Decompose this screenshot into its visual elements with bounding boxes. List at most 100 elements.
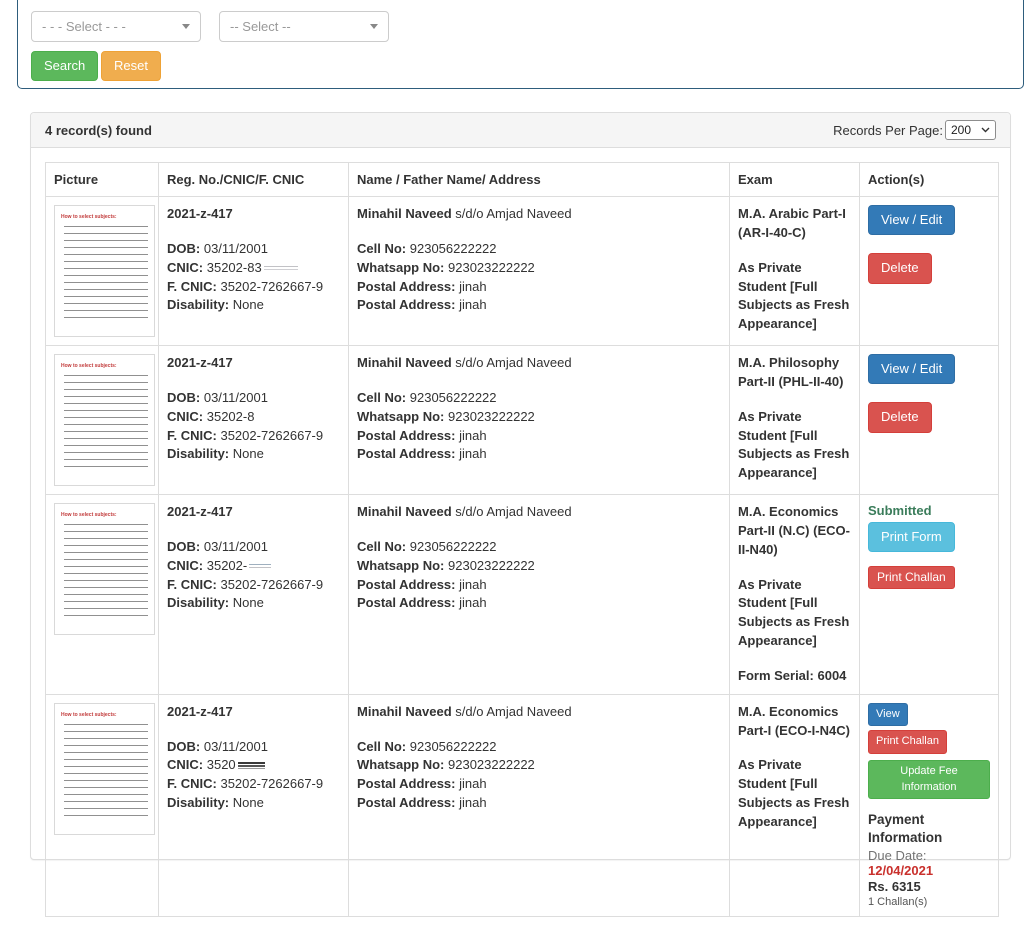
dob-value: 03/11/2001 bbox=[203, 240, 268, 256]
view-button[interactable]: View bbox=[868, 702, 908, 727]
search-button[interactable]: Search bbox=[31, 51, 99, 82]
dob-value: 03/11/2001 bbox=[203, 389, 268, 405]
postal-value: jinah bbox=[459, 446, 487, 462]
student-name: Minahil Naveed bbox=[357, 504, 452, 519]
exam-title: M.A. Economics Part-II (N.C) (ECO-II-N40… bbox=[738, 504, 850, 557]
name-cell: Minahil Naveed s/d/o Amjad Naveed Cell N… bbox=[348, 196, 730, 346]
column-header-actions: Action(s) bbox=[859, 162, 999, 197]
thumbnail-caption: How to select subjects: bbox=[61, 512, 117, 518]
form-serial: Form Serial: 6004 bbox=[738, 667, 851, 686]
cnic-label: CNIC: bbox=[167, 757, 204, 773]
delete-button[interactable]: Delete bbox=[868, 402, 932, 433]
disability-label: Disability: bbox=[167, 595, 230, 611]
filter-select-2[interactable]: -- Select -- bbox=[219, 11, 389, 42]
exam-cell: M.A. Economics Part-I (ECO-I-N4C) As Pri… bbox=[729, 693, 860, 918]
challan-count: 1 Challan(s) bbox=[868, 896, 928, 909]
father-cnic-label: F. CNIC: bbox=[167, 278, 217, 294]
dob-label: DOB: bbox=[167, 738, 201, 754]
postal-label: Postal Address: bbox=[357, 297, 456, 313]
payment-info-title: Payment Information bbox=[868, 812, 943, 845]
exam-mode: As Private Student [Full Subjects as Fre… bbox=[738, 757, 850, 829]
father-cnic-value: 35202-7262667-9 bbox=[220, 278, 324, 294]
chevron-down-icon bbox=[981, 127, 990, 133]
father-cnic-label: F. CNIC: bbox=[167, 776, 217, 792]
father-cnic-value: 35202-7262667-9 bbox=[220, 427, 324, 443]
filter-select-1[interactable]: - - - Select - - - bbox=[31, 11, 201, 42]
dob-value: 03/11/2001 bbox=[203, 538, 268, 554]
disability-value: None bbox=[232, 297, 264, 313]
cnic-redaction-mark bbox=[249, 561, 272, 571]
exam-title: M.A. Philosophy Part-II (PHL-II-40) bbox=[738, 355, 844, 389]
thumbnail-text-lines bbox=[64, 723, 148, 820]
student-name: Minahil Naveed bbox=[357, 355, 452, 370]
delete-button[interactable]: Delete bbox=[868, 253, 932, 284]
view-edit-button[interactable]: View / Edit bbox=[868, 205, 956, 236]
cell-label: Cell No: bbox=[357, 538, 407, 554]
dob-label: DOB: bbox=[167, 389, 201, 405]
results-panel: 4 record(s) found Records Per Page: 200 … bbox=[30, 112, 1011, 918]
cell-label: Cell No: bbox=[357, 240, 407, 256]
cnic-label: CNIC: bbox=[167, 259, 204, 275]
whatsapp-label: Whatsapp No: bbox=[357, 408, 445, 424]
postal-value: jinah bbox=[459, 576, 487, 592]
form-serial-label: Form Serial: bbox=[738, 667, 814, 683]
father-relation: s/d/o Amjad Naveed bbox=[455, 355, 572, 370]
actions-cell: View / Edit Delete bbox=[859, 196, 999, 346]
father-cnic-value: 35202-7262667-9 bbox=[220, 776, 324, 792]
results-table: Picture Reg. No./CNIC/F. CNIC Name / Fat… bbox=[45, 162, 999, 918]
table-row: How to select subjects: 2021-z-417 DOB: … bbox=[45, 494, 999, 695]
disability-value: None bbox=[232, 446, 264, 462]
reg-number: 2021-z-417 bbox=[167, 504, 233, 519]
picture-cell: How to select subjects: bbox=[45, 693, 159, 918]
records-per-page-select[interactable]: 200 bbox=[944, 120, 996, 140]
thumbnail-caption: How to select subjects: bbox=[61, 363, 117, 369]
actions-cell: View Print Challan Update Fee Informatio… bbox=[859, 693, 999, 918]
name-cell: Minahil Naveed s/d/o Amjad Naveed Cell N… bbox=[348, 345, 730, 495]
disability-label: Disability: bbox=[167, 795, 230, 811]
records-per-page-value: 200 bbox=[950, 123, 971, 137]
results-panel-body: Picture Reg. No./CNIC/F. CNIC Name / Fat… bbox=[31, 148, 1010, 931]
student-name: Minahil Naveed bbox=[357, 703, 452, 719]
picture-thumbnail: How to select subjects: bbox=[54, 205, 155, 337]
results-panel-heading: 4 record(s) found Records Per Page: 200 bbox=[31, 113, 1010, 148]
payment-amount: Rs. 6315 bbox=[868, 879, 921, 895]
name-cell: Minahil Naveed s/d/o Amjad Naveed Cell N… bbox=[348, 693, 730, 918]
postal-label: Postal Address: bbox=[357, 427, 456, 443]
due-date-value: 12/04/2021 bbox=[868, 863, 934, 879]
caret-down-icon bbox=[182, 24, 190, 29]
exam-cell: M.A. Economics Part-II (N.C) (ECO-II-N40… bbox=[729, 494, 860, 695]
filter-select-1-value: - - - Select - - - bbox=[42, 19, 126, 34]
cnic-value: 35202- bbox=[206, 557, 248, 573]
payment-info: Payment Information Due Date: 12/04/2021… bbox=[868, 811, 990, 908]
father-cnic-value: 35202-7262667-9 bbox=[220, 576, 324, 592]
reg-cell: 2021-z-417 DOB: 03/11/2001 CNIC: 35202- … bbox=[158, 494, 349, 695]
actions-cell: View / Edit Delete bbox=[859, 345, 999, 495]
father-cnic-label: F. CNIC: bbox=[167, 427, 217, 443]
view-edit-button[interactable]: View / Edit bbox=[868, 354, 956, 385]
postal-label: Postal Address: bbox=[357, 576, 456, 592]
cell-value: 923056222222 bbox=[409, 738, 497, 754]
whatsapp-value: 923023222222 bbox=[448, 408, 535, 424]
thumbnail-caption: How to select subjects: bbox=[61, 711, 117, 718]
postal-value: jinah bbox=[459, 595, 487, 611]
update-fee-button[interactable]: Update Fee Information bbox=[868, 759, 990, 800]
whatsapp-label: Whatsapp No: bbox=[357, 557, 445, 573]
print-form-button[interactable]: Print Form bbox=[868, 522, 955, 553]
cell-value: 923056222222 bbox=[409, 389, 497, 405]
print-challan-button[interactable]: Print Challan bbox=[868, 566, 955, 590]
exam-title: M.A. Arabic Part-I (AR-I-40-C) bbox=[738, 206, 846, 240]
postal-value: jinah bbox=[459, 278, 487, 294]
name-cell: Minahil Naveed s/d/o Amjad Naveed Cell N… bbox=[348, 494, 730, 695]
cnic-redaction-mark bbox=[237, 761, 265, 771]
exam-mode: As Private Student [Full Subjects as Fre… bbox=[738, 408, 850, 481]
column-header-exam: Exam bbox=[729, 162, 860, 197]
table-row: How to select subjects: 2021-z-417 DOB: … bbox=[45, 345, 999, 495]
picture-thumbnail: How to select subjects: bbox=[54, 702, 155, 835]
reg-number: 2021-z-417 bbox=[167, 206, 233, 221]
dob-value: 03/11/2001 bbox=[203, 738, 268, 754]
reset-button[interactable]: Reset bbox=[101, 51, 161, 82]
print-challan-button[interactable]: Print Challan bbox=[868, 730, 947, 754]
reg-cell: 2021-z-417 DOB: 03/11/2001 CNIC: 35202-8… bbox=[158, 345, 349, 495]
picture-cell: How to select subjects: bbox=[45, 345, 159, 495]
picture-cell: How to select subjects: bbox=[45, 196, 159, 346]
